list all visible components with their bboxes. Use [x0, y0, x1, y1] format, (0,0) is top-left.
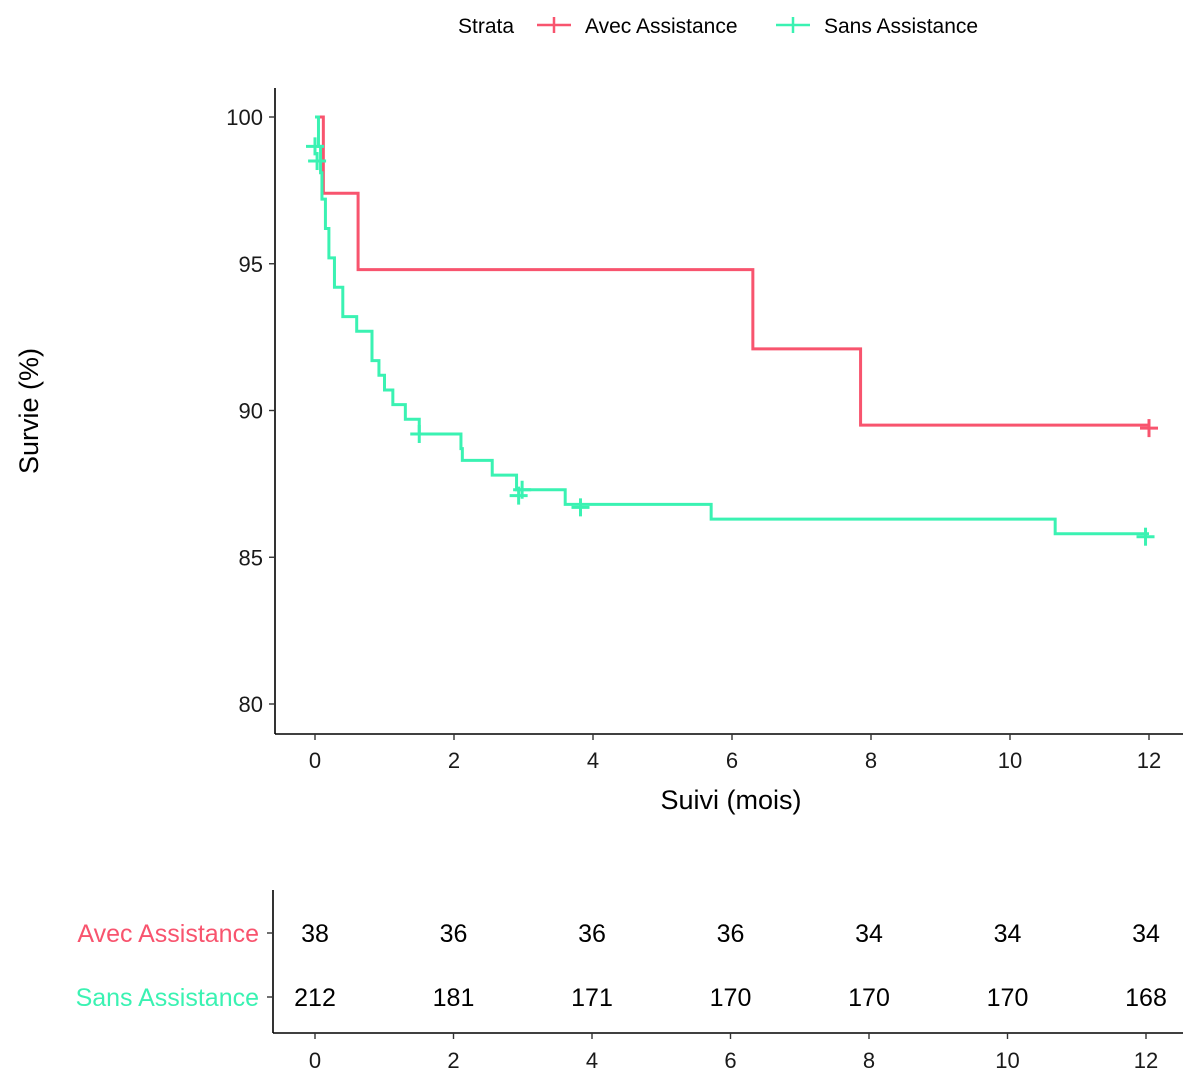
- censor-mark-sans-assistance-4: [513, 480, 532, 499]
- series-layer: [306, 115, 1158, 546]
- y-tick-label-90: 90: [239, 399, 263, 424]
- legend-label-avec-assistance: Avec Assistance: [585, 15, 738, 38]
- legend-label-sans-assistance: Sans Assistance: [824, 15, 978, 38]
- y-tick-label-100: 100: [226, 105, 263, 130]
- risk-x-tick-label-12: 12: [1134, 1048, 1158, 1073]
- risk-x-tick-label-10: 10: [995, 1048, 1019, 1073]
- censor-mark-sans-assistance-6: [1136, 527, 1155, 546]
- risk-value-avec-assistance-12: 34: [1132, 920, 1160, 948]
- censor-mark-sans-assistance-0: [306, 137, 324, 156]
- risk-value-avec-assistance-8: 34: [855, 920, 883, 948]
- legend-title: Strata: [458, 15, 514, 38]
- x-axis-title: Suivi (mois): [660, 785, 801, 815]
- x-axis-ticks: 0 2 4 6 8 10 12: [309, 734, 1161, 773]
- series-line-sans-assistance: [315, 115, 1149, 536]
- censor-mark-sans-assistance-5: [571, 498, 590, 517]
- y-tick-label-80: 80: [239, 692, 263, 717]
- x-tick-label-8: 8: [865, 748, 877, 773]
- risk-x-tick-label-6: 6: [724, 1048, 736, 1073]
- risk-value-avec-assistance-4: 36: [578, 920, 606, 948]
- risk-value-avec-assistance-10: 34: [994, 920, 1022, 948]
- x-tick-label-0: 0: [309, 748, 321, 773]
- risk-value-avec-assistance-0: 38: [301, 920, 329, 948]
- series-line-avec-assistance: [315, 115, 1149, 427]
- risk-value-sans-assistance-0: 212: [294, 984, 336, 1012]
- main-plot-axes: [274, 88, 1183, 735]
- legend-item-avec-assistance: Avec Assistance: [537, 15, 738, 38]
- risk-row-label-sans-assistance: Sans Assistance: [76, 984, 259, 1012]
- censor-mark-avec-assistance-0: [1140, 419, 1158, 438]
- legend-item-sans-assistance: Sans Assistance: [776, 15, 978, 38]
- x-tick-label-4: 4: [587, 748, 599, 773]
- risk-value-sans-assistance-12: 168: [1125, 984, 1167, 1012]
- risk-table: Avec Assistance 38 36 36 36 34 34 34 Sans Assist…: [76, 890, 1183, 1073]
- risk-value-avec-assistance-6: 36: [717, 920, 745, 948]
- risk-x-tick-label-0: 0: [309, 1048, 321, 1073]
- risk-value-sans-assistance-2: 181: [433, 984, 475, 1012]
- risk-value-sans-assistance-6: 170: [710, 984, 752, 1012]
- risk-value-sans-assistance-8: 170: [848, 984, 890, 1012]
- risk-x-tick-label-2: 2: [447, 1048, 459, 1073]
- censor-mark-sans-assistance-1: [308, 152, 327, 171]
- risk-x-tick-label-8: 8: [863, 1048, 875, 1073]
- x-tick-label-6: 6: [726, 748, 738, 773]
- risk-value-avec-assistance-2: 36: [440, 920, 468, 948]
- risk-row-label-avec-assistance: Avec Assistance: [77, 920, 259, 948]
- risk-value-sans-assistance-10: 170: [987, 984, 1029, 1012]
- risk-value-sans-assistance-4: 171: [571, 984, 613, 1012]
- censor-mark-sans-assistance-2: [410, 424, 429, 443]
- y-tick-label-95: 95: [239, 252, 263, 277]
- y-tick-label-85: 85: [239, 545, 263, 570]
- legend: Strata Avec Assistance Sans Assistance: [458, 15, 978, 38]
- y-axis-title: Survie (%): [14, 348, 44, 474]
- y-axis-ticks: 80 85 90 95 100: [226, 105, 275, 717]
- x-tick-label-12: 12: [1137, 748, 1161, 773]
- risk-x-tick-label-4: 4: [586, 1048, 598, 1073]
- x-tick-label-2: 2: [448, 748, 460, 773]
- x-tick-label-10: 10: [998, 748, 1022, 773]
